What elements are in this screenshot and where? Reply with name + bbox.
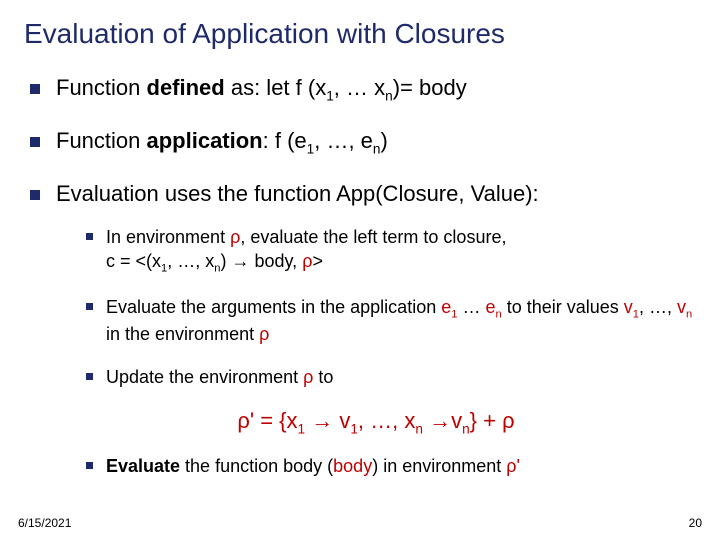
rho-equation: ρ' = {x1 → v1, …, xn →vn} + ρ: [56, 407, 696, 438]
text: ρ: [237, 408, 250, 433]
rho-symbol: ρ: [302, 251, 312, 271]
text: , … x: [334, 75, 385, 100]
subscript: n: [415, 421, 423, 436]
rho-symbol: ρ: [506, 456, 516, 476]
bullet-list: Function defined as: let f (x1, … xn)= b…: [24, 74, 696, 478]
subscript: n: [462, 421, 470, 436]
text: )= body: [393, 75, 467, 100]
sub-bullet-evaluate-args: Evaluate the arguments in the applicatio…: [84, 295, 696, 347]
arrow-symbol: →: [231, 251, 249, 271]
text: , …,: [639, 297, 677, 317]
text: , …, x: [358, 408, 415, 433]
text: body: [333, 456, 372, 476]
bullet-function-defined: Function defined as: let f (x1, … xn)= b…: [24, 74, 696, 105]
text: ) in environment: [372, 456, 506, 476]
text: Update the environment: [106, 367, 303, 387]
bullet-evaluation: Evaluation uses the function App(Closure…: [24, 180, 696, 478]
text: Evaluate the arguments in the applicatio…: [106, 297, 441, 317]
text: , …, x: [167, 251, 214, 271]
footer-date: 6/15/2021: [18, 516, 71, 530]
text: ': [517, 456, 520, 476]
text: …: [457, 297, 485, 317]
text: Function: [56, 128, 147, 153]
arrow-symbol: →: [423, 408, 451, 433]
text: ρ: [502, 408, 515, 433]
text: } +: [470, 408, 502, 433]
subscript: n: [385, 88, 393, 103]
text: e: [441, 297, 451, 317]
text: v: [677, 297, 686, 317]
text: , evaluate the left term to closure,: [240, 227, 506, 247]
text: >: [312, 251, 323, 271]
arrow-symbol: →: [305, 408, 339, 433]
text-bold: application: [147, 128, 263, 153]
subscript: 1: [298, 421, 306, 436]
sub-bullet-list-2: Evaluate the function body (body) in env…: [56, 454, 696, 478]
sub-bullet-list: In environment ρ, evaluate the left term…: [56, 225, 696, 389]
subscript: n: [686, 308, 692, 320]
text-bold: defined: [147, 75, 225, 100]
text: e: [485, 297, 495, 317]
text: as: let f (x: [225, 75, 326, 100]
text: v: [451, 408, 462, 433]
footer-page-number: 20: [689, 516, 702, 530]
text: , …, e: [314, 128, 373, 153]
bullet-function-application: Function application: f (e1, …, en): [24, 127, 696, 158]
text: ): [380, 128, 387, 153]
text: c = <(x: [106, 251, 161, 271]
subscript: 1: [326, 88, 334, 103]
text: In environment: [106, 227, 230, 247]
sub-bullet-closure: In environment ρ, evaluate the left term…: [84, 225, 696, 277]
text: Function: [56, 75, 147, 100]
text: v: [624, 297, 633, 317]
text: ): [220, 251, 231, 271]
text: body,: [249, 251, 302, 271]
text: in the environment: [106, 324, 259, 344]
text-bold: Evaluate: [106, 456, 180, 476]
text: Evaluation uses the function App(Closure…: [56, 181, 539, 206]
sub-bullet-evaluate-body: Evaluate the function body (body) in env…: [84, 454, 696, 478]
text: v: [339, 408, 350, 433]
text: : f (e: [263, 128, 307, 153]
rho-symbol: ρ: [230, 227, 240, 247]
text: to their values: [502, 297, 624, 317]
subscript: 1: [350, 421, 358, 436]
rho-symbol: ρ: [303, 367, 313, 387]
slide-title: Evaluation of Application with Closures: [24, 18, 696, 50]
text: the function body (: [180, 456, 333, 476]
text: ' = {x: [250, 408, 298, 433]
text: to: [313, 367, 333, 387]
rho-symbol: ρ: [259, 324, 269, 344]
sub-bullet-update-env: Update the environment ρ to: [84, 365, 696, 389]
